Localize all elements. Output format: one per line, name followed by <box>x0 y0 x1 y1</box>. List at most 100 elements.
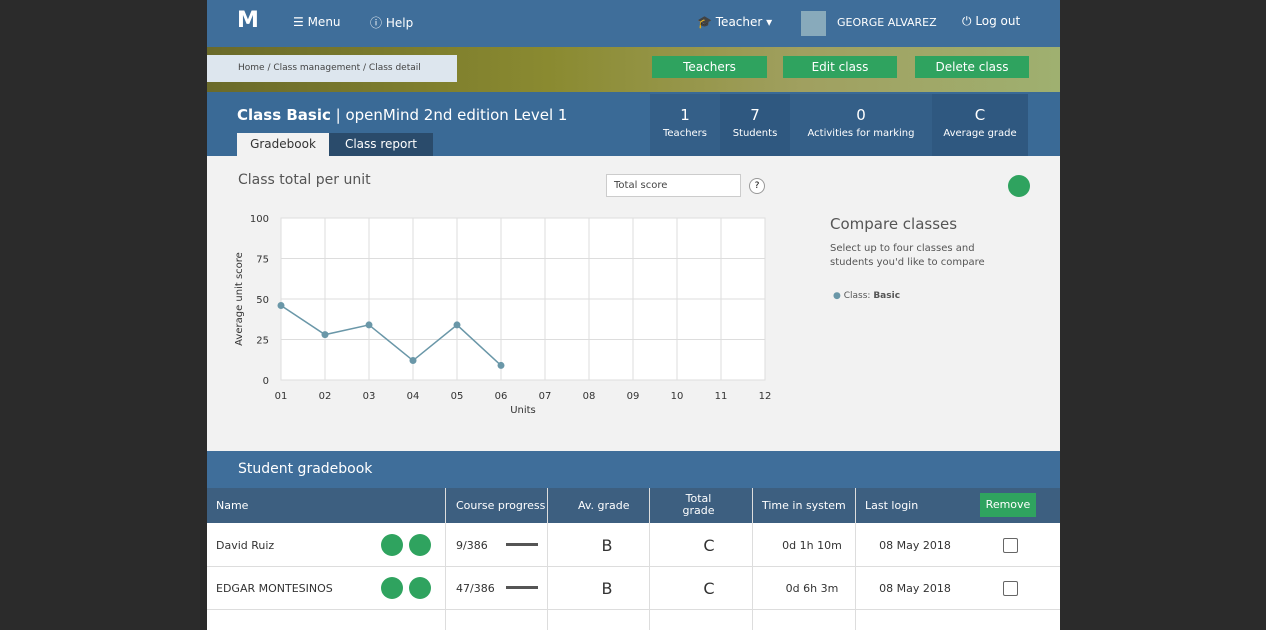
cell: 9/386 <box>456 539 488 552</box>
stat[interactable]: 0 Activities for marking <box>790 94 932 156</box>
cell: 08 May 2018 <box>879 582 951 595</box>
cell: B <box>601 579 613 598</box>
checkbox[interactable] <box>1003 538 1018 553</box>
score-select[interactable]: Total score <box>606 174 741 197</box>
column-divider <box>855 488 856 630</box>
y-tick-label: 25 <box>256 336 269 347</box>
class-title: Class Basic | openMind 2nd edition Level… <box>237 106 567 124</box>
x-tick-label: 06 <box>495 391 508 402</box>
y-tick-label: 75 <box>256 255 269 266</box>
gradebook-header <box>207 451 1060 488</box>
class-course: | openMind 2nd edition Level 1 <box>330 106 568 124</box>
logo: M <box>237 8 259 33</box>
y-tick-label: 0 <box>263 376 269 387</box>
chart-title: Class total per unit <box>238 172 371 188</box>
help-label: Help <box>385 16 414 30</box>
point <box>365 321 373 329</box>
x-tick-label: 01 <box>275 391 288 402</box>
stats-button[interactable] <box>409 534 431 556</box>
column-divider <box>445 488 446 630</box>
edit-class-button[interactable]: Edit class <box>783 56 897 78</box>
legend-name: Basic <box>873 291 901 301</box>
checkbox[interactable] <box>1003 581 1018 596</box>
x-axis-label: Units <box>510 405 536 416</box>
remove-button[interactable]: Remove <box>980 493 1036 517</box>
column-divider <box>547 488 548 630</box>
stat: C Average grade <box>932 94 1028 156</box>
legend-prefix: Class: <box>843 291 874 301</box>
x-tick-label: 05 <box>451 391 464 402</box>
column-header[interactable]: Last login <box>865 499 919 512</box>
gradebook-title: Student gradebook <box>238 461 373 477</box>
x-tick-label: 10 <box>671 391 684 402</box>
avatar <box>801 11 826 36</box>
stat-label: Activities for marking <box>807 128 915 139</box>
select-value: Total score <box>614 180 668 191</box>
cell: C <box>703 536 715 555</box>
edit-button[interactable] <box>381 534 403 556</box>
column-header[interactable]: Course progress <box>456 499 546 512</box>
cell: 08 May 2018 <box>879 539 951 552</box>
help-icon[interactable]: ? <box>749 178 765 194</box>
app: M ☰ Menu ⓘ Help 🎓 Teacher ▾ GEORGE ALVAR… <box>207 0 1060 630</box>
cell: 0d 1h 10m <box>782 539 842 552</box>
compare-title: Compare classes <box>830 215 958 233</box>
help[interactable]: ⓘ Help <box>370 16 414 30</box>
cell: 47/386 <box>456 582 495 595</box>
cell: B <box>601 536 613 555</box>
stat-value: C <box>974 106 986 124</box>
menu-label: Menu <box>307 15 341 29</box>
row-divider <box>207 609 1060 610</box>
column-header[interactable]: Av. grade <box>578 499 630 512</box>
cell: David Ruiz <box>216 539 275 552</box>
breadcrumb[interactable]: Home / Class management / Class detail <box>207 55 457 82</box>
x-tick-label: 11 <box>715 391 728 402</box>
role[interactable]: 🎓 Teacher ▾ <box>697 15 773 29</box>
stat: 1 Teachers <box>650 94 720 156</box>
compare-legend: ● Class: Basic <box>833 291 901 301</box>
stat-value: 7 <box>750 106 760 124</box>
column-divider <box>752 488 753 630</box>
cell: EDGAR MONTESINOS <box>216 582 333 595</box>
y-tick-label: 50 <box>256 295 269 306</box>
x-tick-label: 08 <box>583 391 596 402</box>
line <box>280 304 502 366</box>
point <box>277 301 285 309</box>
delete-class-button[interactable]: Delete class <box>915 56 1029 78</box>
teachers-button[interactable]: Teachers <box>652 56 767 78</box>
progress-bar <box>506 543 538 546</box>
column-header[interactable]: Total grade <box>682 492 715 517</box>
x-tick-label: 12 <box>759 391 772 402</box>
table-header <box>207 488 1060 523</box>
stat-label: Teachers <box>663 128 707 139</box>
logout-label: Log out <box>975 14 1021 28</box>
cell: 0d 6h 3m <box>785 582 839 595</box>
column-divider <box>649 488 650 630</box>
export-button[interactable] <box>1008 175 1030 197</box>
x-tick-label: 04 <box>407 391 420 402</box>
stats-button[interactable] <box>409 577 431 599</box>
y-tick-label: 100 <box>250 214 269 225</box>
user-name: GEORGE ALVAREZ <box>837 16 937 29</box>
menu[interactable]: ☰ Menu <box>293 15 341 29</box>
x-tick-label: 02 <box>319 391 332 402</box>
edit-button[interactable] <box>381 577 403 599</box>
x-tick-label: 09 <box>627 391 640 402</box>
class-name: Class Basic <box>237 106 331 124</box>
tab[interactable]: Gradebook <box>237 133 329 156</box>
role-label: Teacher <box>715 15 763 29</box>
top-bar <box>207 0 1060 47</box>
x-tick-label: 03 <box>363 391 376 402</box>
point <box>409 357 417 365</box>
point <box>497 361 505 369</box>
y-axis-label: Average unit score <box>234 252 245 346</box>
stat: 7 Students <box>720 94 790 156</box>
logout[interactable]: ⏻ Log out <box>962 14 1021 28</box>
compare-text: Select up to four classes and students y… <box>830 243 985 268</box>
tab[interactable]: Class report <box>329 133 433 156</box>
column-header[interactable]: Time in system <box>762 499 846 512</box>
point <box>321 331 329 339</box>
column-header[interactable]: Name <box>216 499 249 512</box>
row-divider <box>207 566 1060 567</box>
stat-value: 1 <box>680 106 690 124</box>
